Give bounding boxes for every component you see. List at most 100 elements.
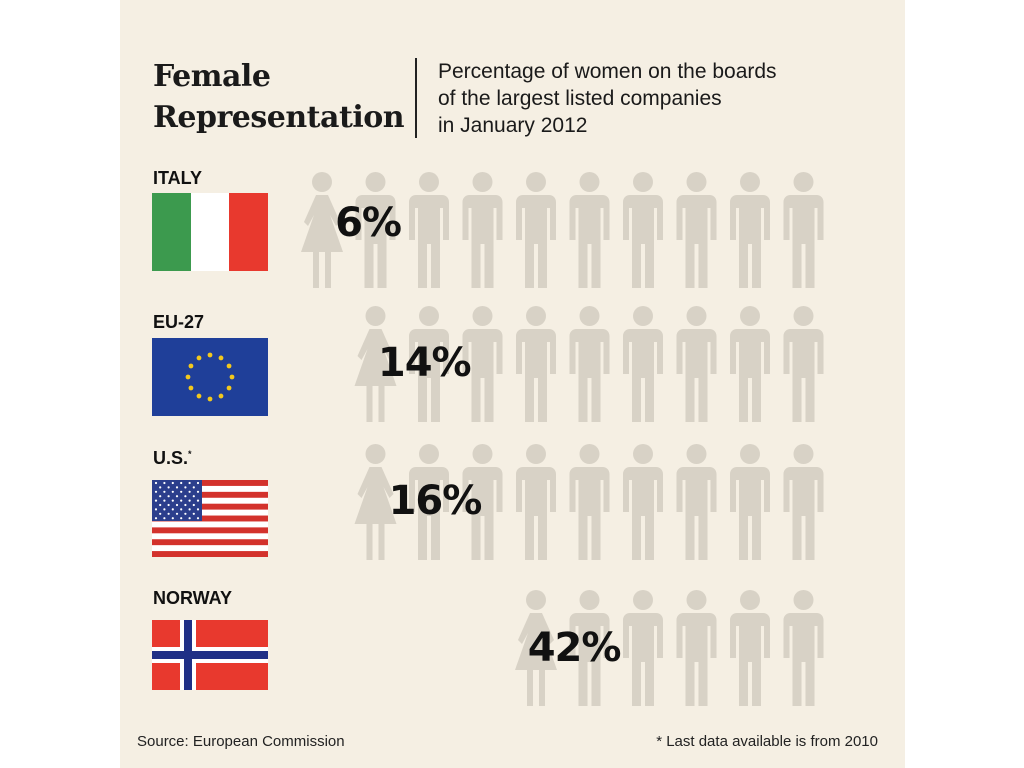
us-star — [171, 499, 174, 502]
figure-others — [623, 172, 663, 288]
us-star — [184, 503, 187, 507]
figure-others — [516, 306, 556, 422]
us-star — [159, 512, 162, 515]
us-star — [167, 495, 170, 498]
us-stripe — [152, 503, 268, 510]
us-stripe — [152, 539, 268, 546]
us-star — [184, 512, 187, 515]
figure-others — [462, 172, 503, 288]
figure-others — [730, 306, 770, 422]
figure-women — [354, 590, 397, 706]
italy-flag-icon — [152, 193, 268, 271]
us-star — [159, 486, 162, 489]
us-star — [159, 495, 162, 498]
us-star — [175, 503, 179, 507]
us-star — [180, 508, 183, 511]
us-star — [167, 512, 170, 515]
figure-others — [569, 444, 610, 560]
us-star — [154, 490, 158, 493]
us-star — [163, 499, 166, 502]
figure-others — [516, 172, 556, 288]
footnote: * Last data available is from 2010 — [656, 733, 878, 750]
us-star — [188, 499, 191, 502]
value-label-norway: 42% — [527, 625, 622, 671]
us-stripe — [152, 527, 268, 534]
chart-title: Female Representation — [153, 56, 405, 138]
us-star — [154, 481, 158, 485]
figure-women — [408, 590, 450, 706]
figure-others — [676, 590, 717, 706]
us-star — [192, 486, 195, 489]
us-star — [175, 486, 179, 489]
us-stripe — [152, 515, 268, 522]
us-star — [180, 481, 183, 485]
figure-others — [569, 172, 610, 288]
figure-others — [783, 172, 824, 288]
value-label-eu27: 14% — [377, 340, 472, 386]
figure-others — [623, 444, 663, 560]
title-divider — [415, 58, 417, 138]
value-label-italy: 6% — [335, 200, 402, 246]
us-star — [196, 508, 200, 511]
subtitle-line-1: Percentage of women on the boards — [438, 60, 777, 83]
eu-star — [185, 374, 191, 380]
us-star — [159, 503, 162, 507]
us-star — [188, 517, 191, 520]
figure-others — [676, 172, 717, 288]
us-star — [180, 490, 183, 493]
us-star — [180, 517, 183, 520]
source-note: Source: European Commission — [137, 733, 345, 750]
us-star — [171, 481, 174, 485]
us-star — [196, 481, 200, 485]
eu-star — [196, 355, 202, 361]
category-label-eu27: EU-27 — [153, 312, 205, 332]
figure-others — [516, 444, 556, 560]
us-stripe — [152, 480, 268, 486]
us-star — [184, 486, 187, 489]
us-star — [192, 512, 195, 515]
figure-women — [301, 590, 343, 706]
eu-star — [188, 363, 194, 369]
eu-star — [196, 393, 202, 399]
us-star — [154, 499, 158, 502]
us-star — [192, 503, 195, 507]
us-stripe — [152, 551, 268, 557]
title-line-2: Representation — [153, 100, 405, 135]
figure-others — [783, 444, 824, 560]
us-star — [196, 517, 200, 520]
figure-others — [676, 444, 717, 560]
us-star — [171, 517, 174, 520]
figure-others — [409, 172, 449, 288]
us-star — [163, 481, 166, 485]
us-star — [188, 508, 191, 511]
figure-others — [623, 590, 663, 706]
us-star — [180, 499, 183, 502]
us-star — [154, 508, 158, 511]
eu-flag-icon — [152, 338, 268, 416]
us-star — [163, 508, 166, 511]
norway-flag-icon — [152, 620, 268, 690]
eu-star — [218, 355, 224, 361]
figure-women — [301, 444, 343, 560]
eu-star — [207, 352, 213, 358]
us-star — [167, 486, 170, 489]
us-star — [154, 517, 158, 520]
us-star — [163, 490, 166, 493]
us-star — [167, 503, 170, 507]
us-star — [184, 495, 187, 498]
title-line-1: Female — [153, 59, 271, 94]
us-star — [163, 517, 166, 520]
figure-row-us — [301, 444, 824, 560]
figure-women — [301, 306, 343, 422]
figure-others — [623, 306, 663, 422]
category-label-us: U.S.* — [153, 448, 192, 468]
us-star — [196, 490, 200, 493]
eu-star — [218, 393, 224, 399]
figure-others — [730, 590, 770, 706]
us-star — [188, 481, 191, 485]
pictogram-chart — [301, 172, 824, 706]
eu-star — [226, 363, 232, 369]
figure-others — [569, 306, 610, 422]
us-star — [188, 490, 191, 493]
us-star — [171, 490, 174, 493]
